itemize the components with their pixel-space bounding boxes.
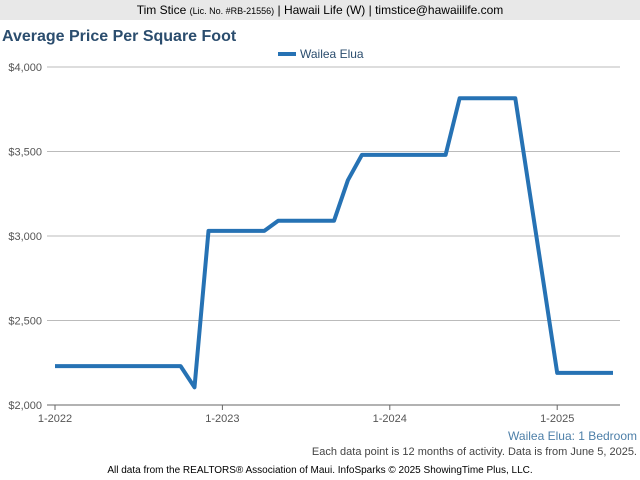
header: Tim Stice (Lic. No. #RB-21556) | Hawaii …	[0, 0, 640, 20]
x-tick-label: 1-2022	[38, 413, 72, 425]
license: (Lic. No. #RB-21556)	[189, 6, 275, 16]
chart-title: Average Price Per Square Foot	[2, 28, 237, 45]
y-tick-label: $4,000	[8, 62, 42, 74]
x-tick-label: 1-2023	[205, 413, 239, 425]
x-tick-label: 1-2025	[540, 413, 574, 425]
chart-note: Each data point is 12 months of activity…	[312, 446, 637, 458]
chart-subtitle: Wailea Elua: 1 Bedroom	[508, 429, 637, 443]
y-tick-label: $2,500	[8, 316, 42, 328]
data-line	[55, 96, 613, 390]
y-tick-label: $3,500	[8, 147, 42, 159]
y-tick-label: $3,000	[8, 231, 42, 243]
y-tick-label: $2,000	[8, 400, 42, 412]
agent-name: Tim Stice	[136, 3, 187, 17]
x-tick-label: 1-2024	[373, 413, 407, 425]
legend-label: Wailea Elua	[300, 47, 364, 61]
chart-source: All data from the REALTORS® Association …	[107, 465, 532, 476]
header-info: | Hawaii Life (W) | timstice@hawaiilife.…	[277, 3, 504, 17]
